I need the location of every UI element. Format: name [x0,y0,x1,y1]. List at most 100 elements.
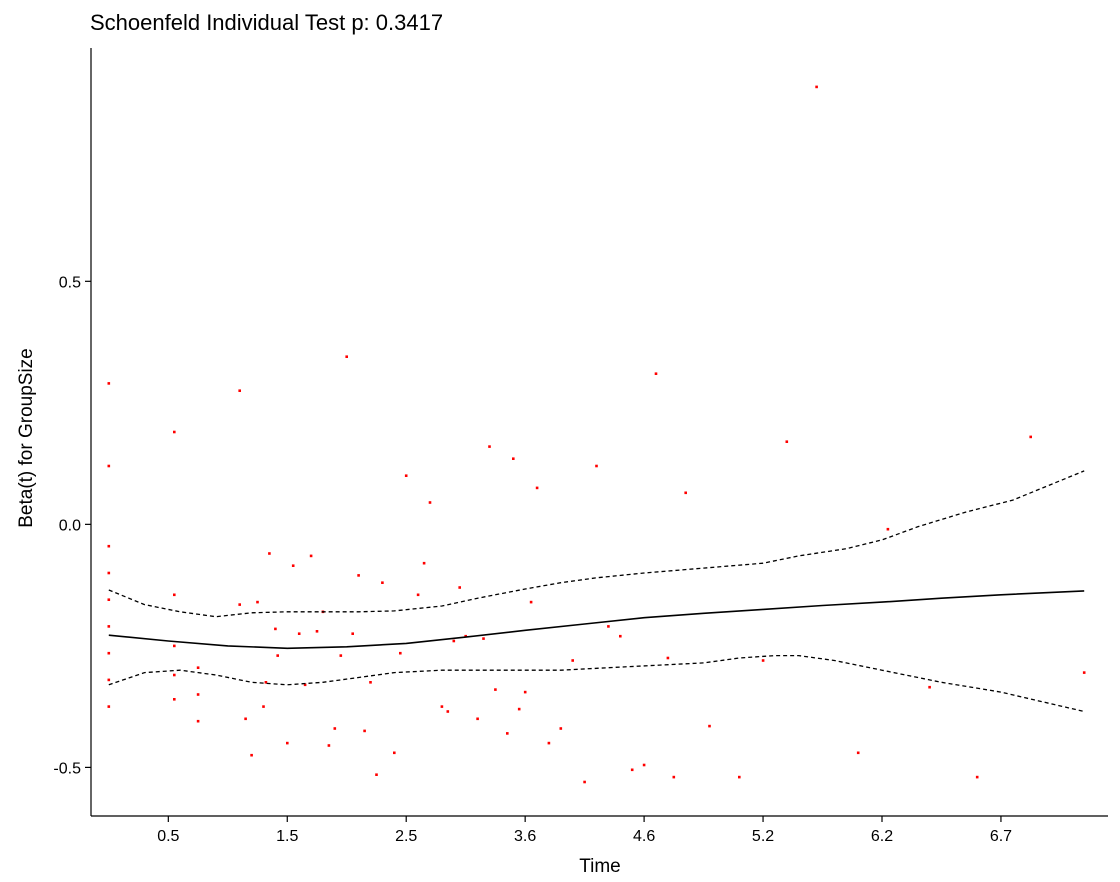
residual-point [464,634,467,638]
y-tick-label: 0.0 [59,517,81,534]
residual-point [422,561,426,565]
residual-point [303,683,307,687]
residual-point [196,693,200,696]
residual-point [708,724,711,728]
residual-point [327,744,331,747]
x-tick-label: 6.7 [990,828,1012,845]
residual-point [369,681,372,684]
residual-point [107,544,111,548]
y-tick-label: 0.5 [59,274,81,291]
x-tick-label: 6.2 [871,828,893,845]
residual-point [529,600,533,604]
residual-point [107,598,111,601]
residual-point [856,751,860,755]
residual-point [1029,435,1032,439]
residual-point [276,654,279,657]
residual-point [571,659,574,662]
residual-point [250,753,253,757]
residual-point [583,780,586,784]
residual-point [339,654,343,657]
residual-point [642,763,646,767]
x-axis-ticks: 0.5 1.5 2.5 3.6 4.6 5.2 6.2 6.7 [157,816,1012,845]
residual-point [264,681,268,684]
residual-point [440,705,444,708]
residual-point [333,727,337,730]
residual-point [761,659,765,662]
residual-point [297,632,301,635]
residual-point [452,639,456,643]
residual-point [291,564,295,567]
residual-point [274,627,277,631]
residual-point [506,732,509,735]
residual-point [107,571,111,575]
residual-point [595,464,598,468]
residual-point [256,600,259,604]
y-axis-title: Beta(t) for GroupSize [16,348,37,528]
x-tick-label: 0.5 [157,828,179,845]
lower-confidence-band [108,654,1085,713]
residual-point [547,741,551,745]
x-tick-label: 5.2 [752,828,774,845]
residual-point [494,688,497,691]
residual-point [458,586,461,589]
residual-point [684,491,687,495]
residual-point [672,775,676,779]
residual-point [196,719,200,723]
residual-point [173,673,176,677]
x-tick-label: 4.6 [633,828,655,845]
x-tick-label: 1.5 [276,828,298,845]
chart-title: Schoenfeld Individual Test p: 0.3417 [90,10,443,35]
residual-point [393,751,396,755]
residual-point [535,486,539,490]
residual-point [607,625,610,628]
residual-point [107,651,111,655]
residual-point [630,768,634,772]
residual-point [488,445,491,448]
residual-point [244,717,247,721]
beta-fit-line [108,590,1085,650]
residual-point [482,637,485,640]
y-axis-ticks: -0.5 0.0 0.5 [53,274,91,777]
residual-point [309,554,313,558]
residual-point [886,527,890,531]
residual-point [286,741,289,745]
residual-point [928,685,931,689]
residual-point [559,727,563,730]
residual-point [399,651,402,655]
residual-point [1082,671,1086,674]
residual-point [238,603,241,606]
x-tick-label: 2.5 [395,828,417,845]
residual-point [315,630,319,633]
residual-point [428,501,432,504]
x-axis-title: Time [579,856,621,877]
x-tick-label: 3.6 [514,828,536,845]
residual-point [107,382,111,385]
y-tick-label: -0.5 [53,760,81,777]
residual-point [262,705,265,708]
residual-point [268,552,271,555]
residual-point [107,464,111,468]
residual-point [512,457,515,460]
residual-point [619,634,622,638]
upper-confidence-band [108,470,1085,618]
residual-point [416,593,420,597]
residual-point [666,656,670,660]
residual-point [173,430,176,434]
residual-point [375,773,378,776]
residual-point [404,474,408,477]
residual-point [476,717,479,721]
residual-point [238,389,241,392]
residual-point [173,698,176,701]
residual-point [975,775,979,779]
residual-point [815,85,818,89]
residual-point [357,574,360,577]
residual-point [738,775,741,779]
residual-point [654,372,658,375]
residual-point [446,710,450,713]
residual-point [785,440,789,443]
plot-area [107,85,1086,784]
residual-point [523,690,527,694]
residual-point [173,644,176,648]
residual-point [107,625,111,628]
